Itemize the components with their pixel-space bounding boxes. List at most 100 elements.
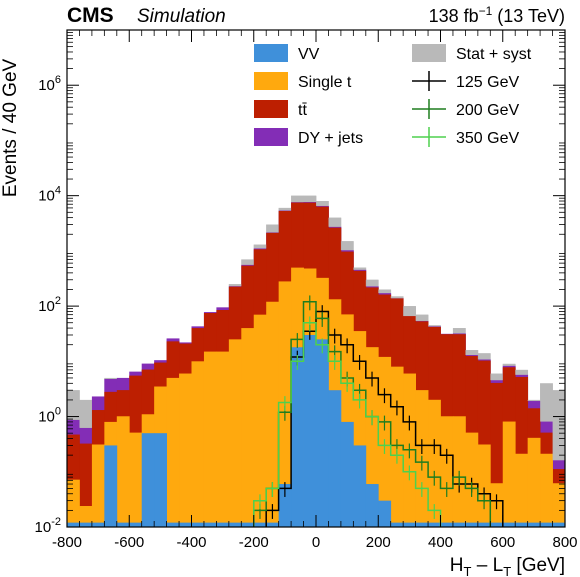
stat-syst-band	[328, 217, 341, 227]
stack-bar-vv	[415, 522, 429, 527]
legend-label: tt̄	[298, 102, 307, 119]
stack-bar-single-t	[129, 432, 143, 527]
stack-bar-vv	[440, 522, 454, 527]
legend-label: Single t	[298, 74, 352, 91]
stack-bar-vv	[527, 522, 541, 527]
legend-swatch	[254, 72, 288, 90]
y-tick-base: 10	[38, 409, 55, 426]
legend-swatch	[254, 128, 288, 146]
stat-syst-band	[291, 195, 304, 203]
stack-bar-single-t	[179, 373, 192, 527]
stat-syst-band	[378, 289, 391, 294]
stat-syst-band	[527, 399, 541, 402]
y-tick-label: 100	[38, 406, 61, 426]
stack-bar-vv	[540, 522, 553, 527]
stack-bar-vv	[515, 522, 529, 527]
plot-area	[67, 195, 565, 527]
stack-bar-single-t	[216, 351, 230, 527]
y-tick-base: 10	[38, 77, 55, 94]
legend-swatch	[412, 44, 446, 62]
y-axis-title: Events / 40 GeV	[0, 58, 21, 197]
legend-label: 350 GeV	[456, 130, 519, 147]
stack-bar-vv	[266, 522, 280, 527]
stack-bar-vv	[353, 445, 367, 527]
stack-bar-vv	[191, 522, 205, 527]
stack-bar-vv	[67, 522, 80, 527]
stack-bar-vv	[390, 522, 404, 527]
x-tick-label: 0	[312, 534, 320, 551]
stack-bar-single-t	[502, 421, 516, 527]
y-tick-base: 10	[35, 519, 52, 536]
stat-syst-band	[415, 314, 429, 321]
y-tick-exp: 6	[55, 74, 61, 86]
stack-bar-vv	[502, 522, 516, 527]
stack-bar-vv	[253, 522, 267, 527]
stack-bar-vv	[241, 522, 255, 527]
stack-bar-single-t	[166, 377, 180, 527]
stack-bar-single-t	[365, 347, 379, 527]
stat-syst-band	[540, 383, 553, 422]
x-title-sub1: T	[464, 564, 472, 577]
stack-bar-vv	[228, 522, 242, 527]
stack-bar-single-t	[203, 351, 217, 527]
stat-syst-band	[278, 207, 292, 211]
stat-syst-band	[403, 306, 416, 317]
stat-syst-band	[353, 267, 366, 270]
legend-swatch	[254, 100, 288, 118]
stack-bar-single-t	[428, 399, 441, 527]
y-tick-label: 104	[38, 185, 61, 205]
stack-bar-vv	[203, 522, 217, 527]
x-tick-label: -200	[239, 534, 269, 551]
stack-bar-vv	[403, 522, 416, 527]
luminosity-label: 138 fb−1 (13 TeV)	[429, 4, 565, 26]
stat-syst-band	[303, 195, 316, 202]
stack-bar-vv	[79, 522, 93, 527]
stack-bar-single-t	[253, 314, 267, 527]
energy-label: (13 TeV)	[497, 6, 565, 26]
stack-bar-vv	[552, 522, 565, 527]
stack-bar-single-t	[527, 437, 541, 527]
stack-bar-vv	[428, 522, 441, 527]
stack-bar-vv	[328, 390, 342, 527]
legend-label: Stat + syst	[456, 46, 532, 63]
x-title-mid: – L	[471, 555, 503, 576]
y-tick-base: 10	[38, 188, 55, 205]
stack-bar-vv	[141, 433, 155, 527]
stack-bar-single-t	[266, 301, 280, 527]
y-tick-label: 106	[38, 74, 61, 94]
y-tick-exp: 0	[55, 406, 61, 418]
stack-bar-vv	[278, 484, 292, 527]
y-tick-exp: 4	[55, 185, 61, 197]
lumi-value: 138 fb	[429, 6, 479, 26]
stack-bar-vv	[378, 500, 392, 527]
stack-bar-vv	[303, 334, 317, 527]
stack-bar-vv	[129, 522, 143, 527]
stat-syst-band	[340, 241, 354, 251]
legend-label: DY + jets	[298, 130, 363, 147]
stack-bar-vv	[166, 522, 180, 527]
x-title-unit: [GeV]	[511, 555, 565, 576]
stat-syst-band	[477, 353, 491, 360]
x-title-h: H	[450, 555, 464, 576]
y-tick-label: 102	[38, 295, 61, 315]
stat-syst-band	[390, 296, 404, 299]
stat-syst-band	[104, 377, 117, 379]
x-tick-label: -600	[114, 534, 144, 551]
stat-syst-band	[552, 390, 565, 461]
simulation-label: Simulation	[137, 6, 226, 27]
x-tick-label: 800	[552, 534, 577, 551]
stat-syst-band	[515, 369, 528, 375]
stack-bar-vv	[340, 421, 354, 527]
stack-bar-vv	[291, 347, 304, 527]
stack-bar-single-t	[67, 479, 80, 527]
stat-syst-band	[67, 390, 80, 420]
y-tick-base: 10	[38, 298, 55, 315]
stack-bar-vv	[91, 522, 105, 527]
legend-swatch	[254, 44, 288, 62]
y-tick-exp: 2	[55, 295, 61, 307]
stat-syst-band	[365, 279, 379, 287]
stat-syst-band	[253, 244, 267, 249]
x-tick-label: -800	[52, 534, 82, 551]
stat-syst-band	[316, 201, 329, 206]
stack-bar-vv	[104, 445, 118, 527]
